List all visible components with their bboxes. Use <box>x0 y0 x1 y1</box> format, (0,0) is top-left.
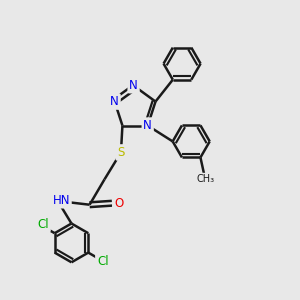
Text: HN: HN <box>52 194 70 207</box>
Text: N: N <box>129 79 138 92</box>
Text: CH₃: CH₃ <box>196 174 214 184</box>
Text: N: N <box>110 95 119 108</box>
Text: Cl: Cl <box>38 218 49 231</box>
Text: O: O <box>114 197 123 210</box>
Text: Cl: Cl <box>97 255 109 268</box>
Text: N: N <box>143 119 152 132</box>
Text: S: S <box>117 146 124 159</box>
